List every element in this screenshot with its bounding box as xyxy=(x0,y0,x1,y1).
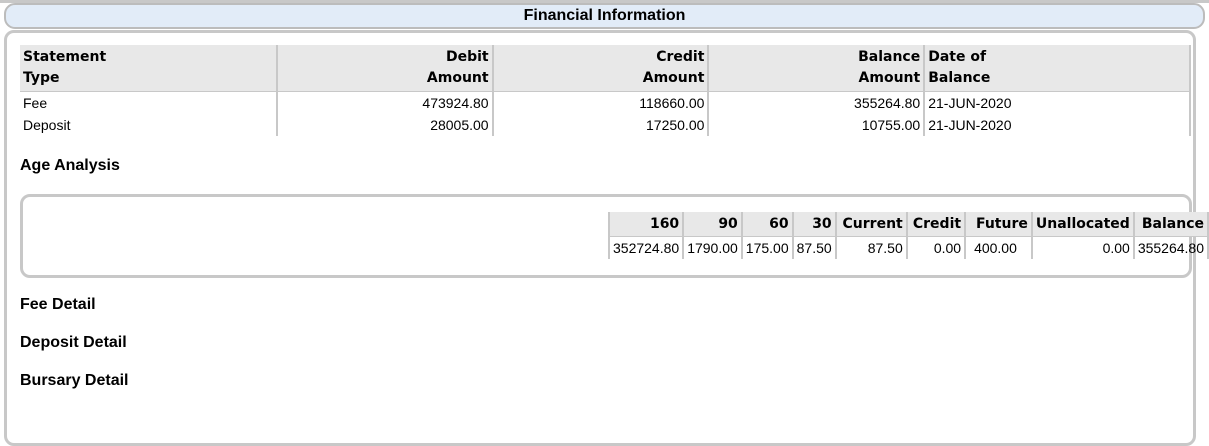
age-header-30: 30 xyxy=(792,212,837,237)
header-debit-amount: Debit Amount xyxy=(276,45,494,92)
section-title-bar: Financial Information xyxy=(4,3,1205,29)
age-value-balance: 355264.80 xyxy=(1133,236,1209,259)
age-value-30: 87.50 xyxy=(792,236,837,259)
table-row: Deposit 28005.00 17250.00 10755.00 21-JU… xyxy=(20,114,1191,136)
date-of-balance: 21-JUN-2020 xyxy=(924,91,1191,114)
debit-amount: 28005.00 xyxy=(276,114,494,136)
age-value-60: 175.00 xyxy=(741,236,794,259)
table-row: Fee 473924.80 118660.00 355264.80 21-JUN… xyxy=(20,91,1191,114)
header-credit-amount: Credit Amount xyxy=(492,45,710,92)
age-header-90: 90 xyxy=(683,212,743,237)
statement-type: Fee xyxy=(20,91,278,114)
header-statement-type: Statement Type xyxy=(20,45,278,92)
age-header-future: Future xyxy=(965,212,1033,237)
age-value-90: 1790.00 xyxy=(683,236,743,259)
age-analysis-table: 160 90 60 30 Current Credit Future Unall… xyxy=(608,212,1209,259)
age-header-credit: Credit xyxy=(906,212,967,237)
statement-table: Statement Type Debit Amount Credit Amount B… xyxy=(20,45,1191,136)
credit-amount: 17250.00 xyxy=(492,114,710,136)
balance-amount: 355264.80 xyxy=(708,91,926,114)
age-header-current: Current xyxy=(835,212,908,237)
header-date-of-balance: Date of Balance xyxy=(924,45,1191,92)
age-value-future: 400.00 xyxy=(965,236,1033,259)
age-analysis-heading: Age Analysis xyxy=(20,157,120,174)
age-value-current: 87.50 xyxy=(835,236,908,259)
age-header-60: 60 xyxy=(741,212,794,237)
age-header-160: 160 xyxy=(608,212,685,237)
age-header-unallocated: Unallocated xyxy=(1031,212,1135,237)
bursary-detail-heading[interactable]: Bursary Detail xyxy=(20,372,129,389)
credit-amount: 118660.00 xyxy=(492,91,710,114)
debit-amount: 473924.80 xyxy=(276,91,494,114)
age-header-row: 160 90 60 30 Current Credit Future Unall… xyxy=(608,212,1209,237)
balance-amount: 10755.00 xyxy=(708,114,926,136)
fee-detail-heading[interactable]: Fee Detail xyxy=(20,296,96,313)
table-header-row: Statement Type Debit Amount Credit Amount B… xyxy=(20,45,1191,92)
date-of-balance: 21-JUN-2020 xyxy=(924,114,1191,136)
age-value-unallocated: 0.00 xyxy=(1031,236,1135,259)
statement-type: Deposit xyxy=(20,114,278,136)
age-analysis-table-wrapper: 160 90 60 30 Current Credit Future Unall… xyxy=(608,212,1209,259)
age-header-balance: Balance xyxy=(1133,212,1209,237)
header-balance-amount: Balance Amount xyxy=(708,45,926,92)
age-value-row: 352724.80 1790.00 175.00 87.50 87.50 0.0… xyxy=(608,236,1209,259)
top-border xyxy=(0,0,1209,3)
deposit-detail-heading[interactable]: Deposit Detail xyxy=(20,334,127,351)
age-value-160: 352724.80 xyxy=(608,236,685,259)
age-value-credit: 0.00 xyxy=(906,236,967,259)
